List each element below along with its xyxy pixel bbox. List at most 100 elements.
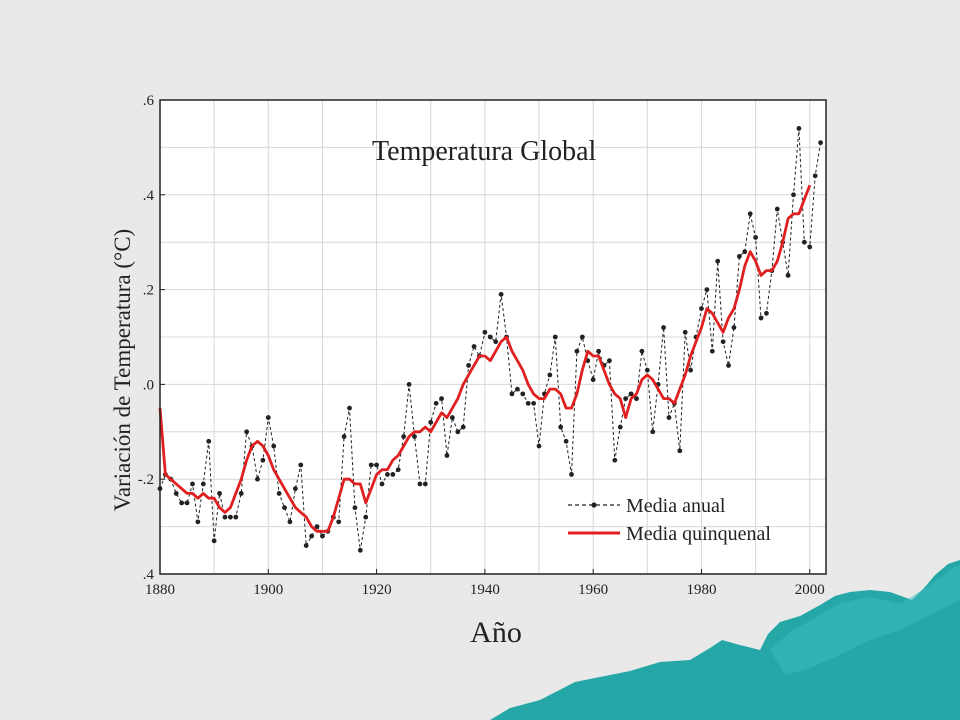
annual-point — [222, 514, 228, 520]
annual-point — [395, 467, 401, 473]
five-year-line — [158, 184, 812, 533]
annual-point — [720, 339, 726, 345]
annual-point — [374, 462, 379, 468]
annual-point — [466, 363, 472, 368]
y-tick-label: -.2 — [138, 472, 154, 488]
annual-point — [287, 519, 293, 525]
annual-point — [536, 443, 542, 449]
annual-point — [184, 500, 190, 506]
teal-mountain-highlight — [770, 565, 960, 675]
annual-point — [314, 524, 320, 529]
annual-point — [666, 415, 672, 420]
annual-point — [347, 405, 352, 411]
annual-point — [282, 505, 287, 511]
plot-frame — [159, 99, 827, 575]
y-axis-title: Variación de Temperatura (°C) — [110, 229, 135, 511]
annual-point — [368, 462, 374, 468]
annual-point — [661, 325, 666, 330]
annual-point — [574, 348, 580, 354]
annual-point — [531, 400, 537, 406]
annual-point — [211, 538, 217, 544]
annual-point — [265, 415, 271, 420]
y-tick-label: .6 — [143, 93, 155, 109]
annual-point — [628, 391, 634, 397]
chart-title: Temperatura Global — [372, 136, 596, 167]
annual-point — [596, 348, 601, 354]
annual-point — [385, 472, 390, 477]
x-tick-label: 1920 — [362, 582, 392, 598]
annual-point — [379, 481, 385, 487]
axis-ticks: 1880 1900 1920 1940 1960 1980 2000 .4 -.2 .0 .2 .4.… — [138, 93, 825, 598]
annual-point — [341, 434, 347, 439]
y-tick-label: .2 — [143, 283, 154, 299]
annual-point — [617, 424, 623, 430]
annual-point — [758, 315, 764, 321]
annual-point — [439, 396, 444, 402]
annual-point — [292, 486, 298, 492]
annual-point — [363, 514, 369, 520]
annual-point — [650, 429, 656, 435]
annual-point — [774, 206, 780, 212]
annual-point — [801, 239, 807, 245]
annual-point — [552, 334, 558, 340]
annual-point — [271, 443, 277, 449]
annual-point — [514, 386, 520, 392]
annual-point — [742, 249, 748, 255]
annual-point — [217, 491, 222, 496]
annual-point — [623, 396, 629, 402]
annual-point — [487, 334, 493, 340]
annual-point — [785, 272, 791, 278]
annual-point — [715, 258, 721, 264]
annual-point — [200, 481, 206, 487]
annual-point — [357, 547, 363, 553]
annual-point — [390, 472, 396, 477]
annual-point — [401, 434, 407, 439]
annual-point — [547, 372, 553, 378]
teal-mountain-decoration — [490, 560, 960, 720]
annual-point — [190, 481, 195, 487]
annual-point — [471, 344, 477, 349]
annual-point — [607, 358, 612, 364]
annual-point — [336, 519, 342, 525]
annual-point — [747, 211, 753, 217]
legend-five-year-label: Media quinquenal — [626, 523, 771, 545]
y-tick-label: .0 — [143, 377, 154, 393]
annual-point — [482, 329, 488, 335]
annual-point — [796, 126, 802, 131]
legend: Media anual Media quinquenal — [568, 495, 771, 545]
annual-point — [455, 429, 461, 435]
annual-point — [807, 244, 813, 250]
annual-point — [791, 192, 796, 198]
y-tick-label: .4 — [143, 188, 155, 204]
annual-point — [682, 329, 688, 335]
annual-point — [276, 491, 282, 496]
annual-point — [238, 491, 244, 496]
annual-point — [812, 173, 818, 179]
annual-point — [634, 396, 639, 402]
annual-point — [498, 291, 504, 297]
annual-point — [206, 438, 212, 444]
x-axis-title: Año — [470, 616, 522, 649]
annual-point — [525, 400, 531, 406]
annual-point — [563, 438, 569, 444]
annual-point — [764, 310, 769, 316]
annual-point — [227, 514, 233, 520]
annual-point — [412, 434, 417, 439]
annual-point — [449, 415, 455, 420]
annual-point — [677, 448, 683, 454]
annual-point — [509, 391, 515, 397]
annual-point — [406, 382, 412, 387]
annual-point — [433, 400, 439, 406]
annual-point — [309, 533, 315, 539]
annual-point — [493, 339, 499, 345]
annual-point — [520, 391, 526, 397]
grid — [160, 100, 826, 574]
annual-point — [352, 505, 358, 511]
annual-point — [320, 533, 325, 539]
annual-point — [709, 348, 715, 354]
annual-point — [173, 491, 179, 496]
annual-point — [699, 306, 704, 311]
series-five-year — [158, 184, 812, 533]
annual-point — [428, 419, 434, 425]
